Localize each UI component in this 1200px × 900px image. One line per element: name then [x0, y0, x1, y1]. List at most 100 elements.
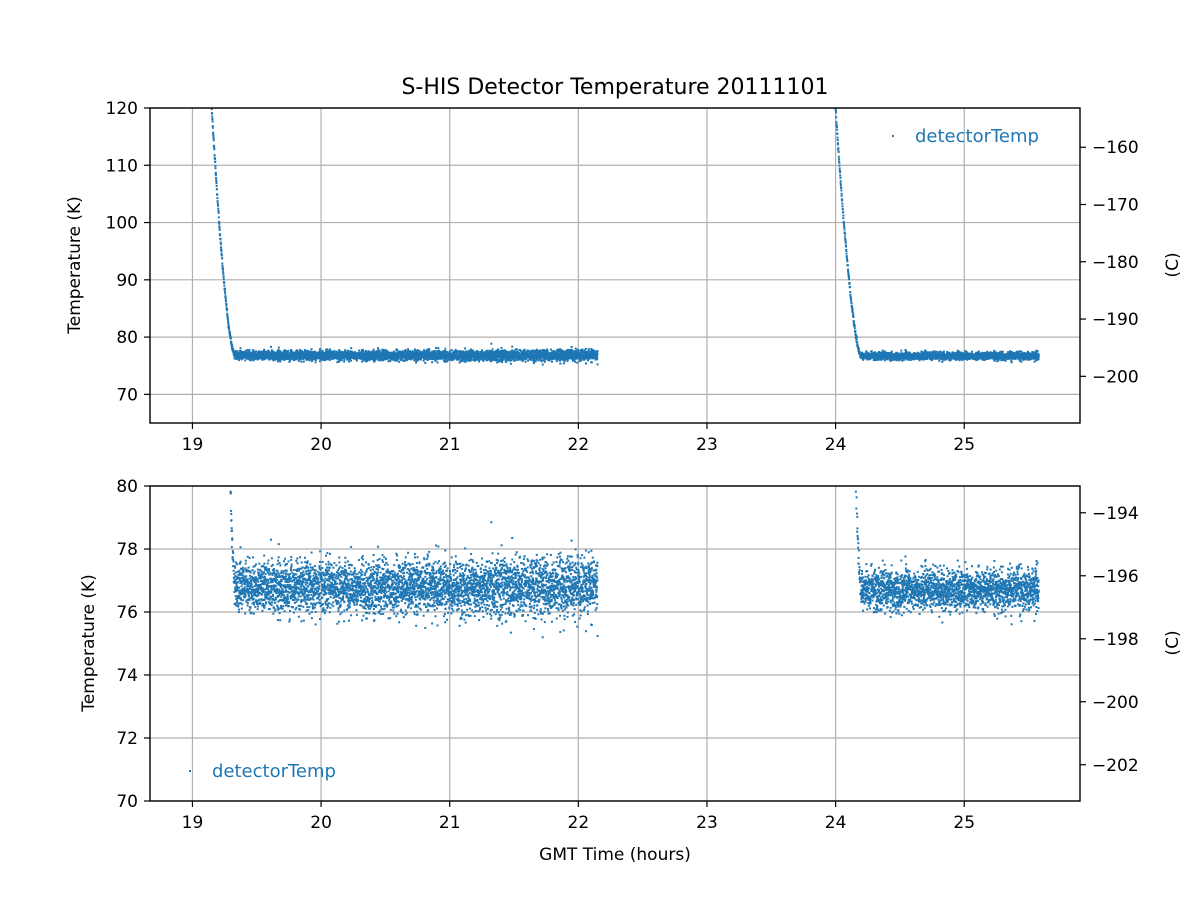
data-point — [413, 349, 416, 352]
data-point — [486, 356, 489, 359]
data-point — [283, 358, 286, 361]
data-point — [835, 123, 838, 126]
data-point — [463, 359, 466, 362]
data-point — [228, 326, 231, 329]
data-point — [229, 332, 232, 335]
data-point — [504, 355, 507, 358]
data-point — [263, 348, 266, 351]
data-point — [840, 192, 843, 195]
data-point — [412, 351, 415, 354]
data-point — [845, 248, 848, 251]
data-point — [477, 350, 480, 353]
data-point — [436, 361, 439, 364]
data-point — [593, 349, 596, 352]
data-point — [509, 362, 512, 365]
data-point — [228, 333, 231, 336]
data-point — [357, 349, 360, 352]
data-point — [244, 359, 247, 362]
data-point — [843, 226, 846, 229]
data-point — [237, 358, 240, 361]
data-point — [459, 352, 462, 355]
data-point — [849, 296, 852, 299]
data-point — [532, 362, 535, 365]
data-point — [220, 246, 223, 249]
data-point — [519, 348, 522, 351]
data-point — [215, 182, 218, 185]
data-point — [573, 358, 576, 361]
data-point — [226, 314, 229, 317]
data-point — [505, 357, 508, 360]
data-point — [211, 118, 214, 121]
top-y-tick-label: 120 — [106, 99, 138, 119]
data-point — [562, 362, 565, 365]
data-point — [227, 320, 230, 323]
data-point — [258, 350, 261, 353]
data-point — [295, 358, 298, 361]
data-point — [212, 136, 215, 139]
data-point — [221, 257, 224, 260]
data-point — [490, 342, 493, 345]
data-point — [566, 359, 569, 362]
data-point — [229, 335, 232, 338]
data-point — [319, 360, 322, 363]
data-point — [222, 273, 225, 276]
data-point — [422, 350, 425, 353]
data-point — [844, 240, 847, 243]
data-point — [523, 356, 526, 359]
data-point — [490, 350, 493, 353]
data-point — [482, 359, 485, 362]
data-point — [836, 136, 839, 139]
top-right-tick-label: −180 — [1092, 253, 1139, 273]
data-point — [396, 348, 399, 351]
data-point — [219, 241, 222, 244]
data-point — [321, 349, 324, 352]
data-point — [445, 351, 448, 354]
data-point — [411, 357, 414, 360]
data-point — [415, 350, 418, 353]
data-point — [267, 349, 270, 352]
data-point — [853, 324, 856, 327]
data-point — [558, 357, 561, 360]
data-point — [288, 352, 291, 355]
data-point — [428, 357, 431, 360]
data-point — [488, 349, 491, 352]
data-point — [427, 351, 430, 354]
data-point — [369, 358, 372, 361]
data-point — [839, 176, 842, 179]
data-point — [475, 352, 478, 355]
data-point — [446, 351, 449, 354]
data-point — [851, 308, 854, 311]
data-point — [495, 352, 498, 355]
data-point — [218, 222, 221, 225]
data-point — [839, 180, 842, 183]
data-point — [838, 167, 841, 170]
data-point — [531, 355, 534, 358]
data-point — [392, 358, 395, 361]
data-point — [500, 349, 503, 352]
data-point — [491, 348, 494, 351]
data-point — [399, 350, 402, 353]
data-point — [568, 356, 571, 359]
data-point — [246, 348, 249, 351]
data-point — [215, 184, 218, 187]
data-point — [845, 249, 848, 252]
data-point — [436, 350, 439, 353]
data-point — [569, 352, 572, 355]
data-point — [291, 358, 294, 361]
data-point — [547, 359, 550, 362]
data-point — [486, 358, 489, 361]
data-point — [288, 360, 291, 363]
data-point — [428, 350, 431, 353]
top-y-tick-label: 100 — [106, 214, 138, 234]
data-point — [218, 226, 221, 229]
data-point — [377, 350, 380, 353]
data-point — [380, 358, 383, 361]
data-point — [319, 357, 322, 360]
data-point — [289, 358, 292, 361]
data-point — [548, 359, 551, 362]
data-point — [339, 359, 342, 362]
data-point — [383, 349, 386, 352]
data-point — [476, 352, 479, 355]
data-point — [442, 356, 445, 359]
